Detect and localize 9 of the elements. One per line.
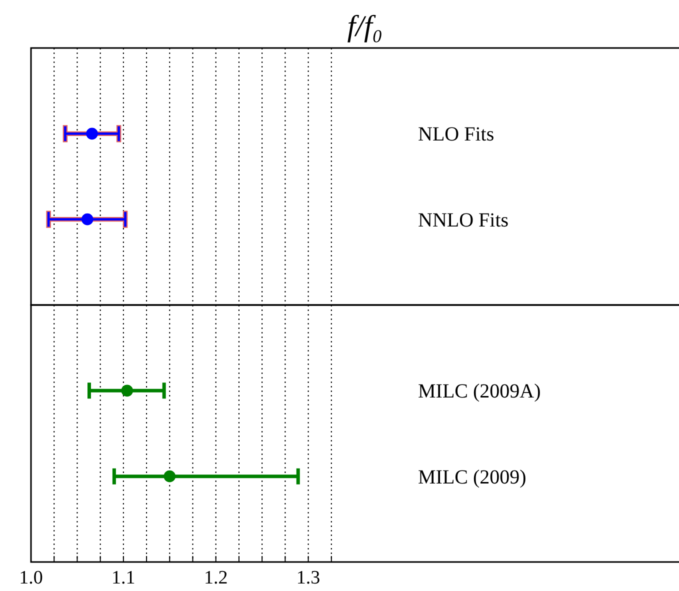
chart-title: f/f₀ — [347, 10, 383, 43]
y-tick-label: MILC (2009) — [418, 466, 526, 488]
category-label: NLO Fits — [418, 124, 494, 146]
x-tick-label: 1.0 — [19, 567, 43, 588]
x-tick-label: 1.3 — [296, 567, 320, 588]
category-label: NNLO Fits — [418, 209, 509, 232]
x-tick-label: 1.2 — [204, 567, 228, 588]
x-tick-label: 1.1 — [112, 567, 136, 588]
y-tick-label: MILC (2009A) — [418, 380, 541, 403]
